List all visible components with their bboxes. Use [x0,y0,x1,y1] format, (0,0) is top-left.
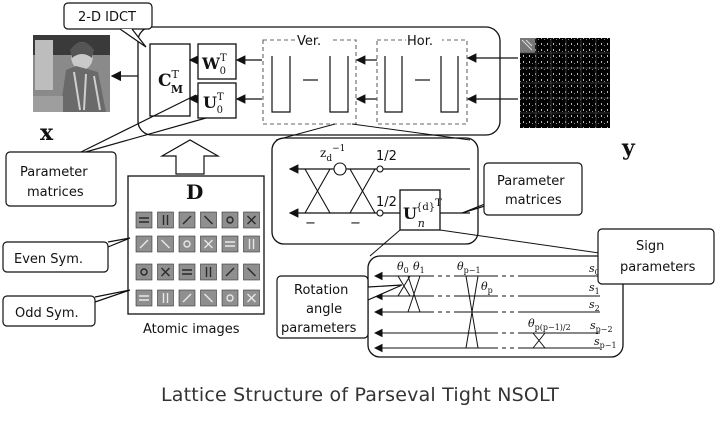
theta-last: θp(p−1)/2 [528,317,571,332]
left-param-line2: matrices [27,185,84,200]
theta-p: θp [481,280,493,295]
ver-label: Ver. [297,34,321,49]
atomic-image-tile [157,235,174,253]
atomic-image-tile [221,289,239,307]
half-bottom: 1/2 [376,195,397,210]
atomic-image-tile [178,263,196,281]
atomic-image-tile [178,289,196,307]
atomic-image-tile [178,211,196,229]
delay-symbol: zd−1 [320,144,345,164]
sign-line2: parameters [620,260,696,275]
atomic-image-tile [178,235,196,253]
output-image-x [33,35,110,112]
sign-param-callout: Sign parameters [597,228,715,285]
atomic-images-label: Atomic images [143,322,240,337]
s-p-minus-2: sp−2 [590,319,613,334]
even-sym-label: Even Sym. [14,252,83,267]
atomic-image-tile [200,235,217,253]
atomic-image-tile [135,211,153,229]
theta1: θ1 [413,260,425,275]
figure-caption: Lattice Structure of Parseval Tight NSOL… [160,384,560,406]
s2: s2 [589,298,600,313]
cm-symbol: CT M [158,68,183,96]
even-sym-callout: Even Sym. [2,237,131,273]
odd-sym-label: Odd Sym. [15,306,79,321]
rotation-param-callout: Rotation angle parameters [276,275,403,339]
rotation-lines [373,271,600,353]
right-param-line2: matrices [505,193,562,208]
u0-symbol: UT 0 [203,92,224,116]
lattice-detail-box [271,137,479,245]
s0: s0 [589,262,600,277]
idct-callout: 2-D IDCT [63,2,153,48]
atomic-image-tile [157,289,174,307]
coefficient-image-y [520,38,610,128]
synthesis-bank-box [137,26,501,136]
atomic-image-tile [243,289,260,307]
cm-block [149,43,191,117]
odd-sym-callout: Odd Sym. [2,289,131,327]
s1: s1 [589,281,600,296]
atomic-image-tile [243,211,260,229]
idct-label: 2-D IDCT [78,10,136,25]
right-param-callout: Parameter matrices [461,162,583,216]
atomic-image-tile [243,263,260,281]
x-label: x [40,120,54,146]
atomic-image-tile [135,289,153,307]
up-arrow [159,139,221,175]
hor-label: Hor. [407,34,433,49]
rot-line2: angle [306,302,342,317]
left-param-line1: Parameter [20,165,88,180]
atomic-image-tile [221,235,239,253]
w0-symbol: WT 0 [201,53,227,77]
atomic-image-tile [243,235,260,253]
atomic-image-tile [200,289,217,307]
y-label: y [621,135,636,161]
rot-line1: Rotation [294,283,348,298]
left-param-callout: Parameter matrices [5,94,207,207]
atomic-image-tile [135,235,153,253]
half-top: 1/2 [376,149,397,164]
atomic-image-tile [157,211,174,229]
atomic-image-tile [135,263,153,281]
atomic-image-tile [157,263,174,281]
theta-p-minus-1: θp−1 [457,260,481,275]
un-symbol: U{d}T n [403,198,442,230]
atomic-image-tile [200,211,217,229]
sign-line1: Sign [636,239,664,254]
un-block [399,189,441,231]
s-p-minus-1: sp−1 [594,335,617,350]
atomic-image-grid [135,211,260,307]
rot-line3: parameters [281,321,357,336]
minus-1: − [305,216,316,231]
d-label: D [186,180,203,204]
theta0: θ0 [397,260,409,275]
minus-2: − [350,216,361,231]
right-param-line1: Parameter [497,174,565,189]
atomic-image-tile [221,263,239,281]
atomic-image-tile [200,263,217,281]
atomic-image-tile [221,211,239,229]
vertical-stage-box [262,39,357,125]
